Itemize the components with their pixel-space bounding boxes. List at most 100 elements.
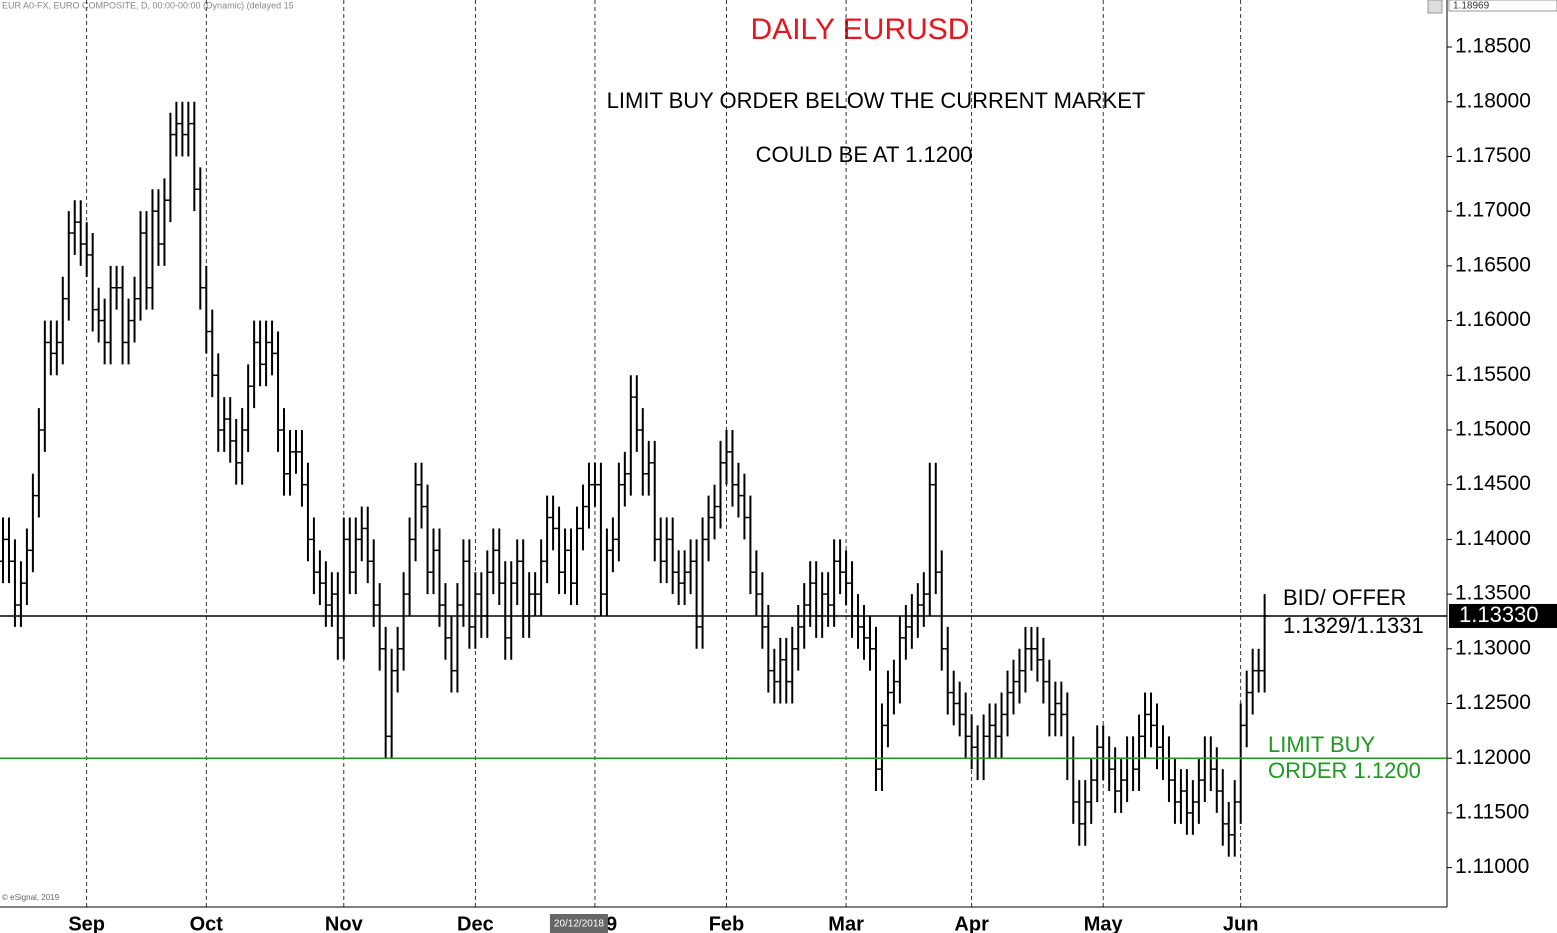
ohlc-bar [292,429,299,474]
x-tick-label: Dec [457,913,494,933]
ohlc-bar [227,397,234,463]
ohlc-bar [1016,648,1023,704]
ohlc-bar [1189,780,1196,835]
ohlc-bar [1148,692,1155,748]
ohlc-bar [956,681,963,737]
subtitle: LIMIT BUY ORDER BELOW THE CURRENT MARKET [607,88,1146,113]
ohlc-bar [1219,769,1226,846]
ohlc-bar [406,517,413,616]
ohlc-bar [651,440,658,562]
ohlc-bar [1255,648,1262,693]
window-button[interactable] [1427,0,1443,14]
x-tick-label: Mar [828,913,864,933]
ohlc-bar [508,561,515,660]
ohlc-bar [1183,769,1190,835]
chart-title: DAILY EURUSD [751,13,970,46]
ohlc-bar [1088,758,1095,824]
ohlc-bar [466,539,473,649]
ohlc-bar [316,550,323,606]
ohlc-bar [1094,725,1101,802]
ohlc-bar [257,320,264,387]
ohlc-bar [968,714,975,770]
ohlc-bar [603,528,610,616]
ohlc-bar [1231,780,1238,857]
ohlc-bar [831,539,838,627]
ohlc-bar [472,572,479,649]
ohlc-bar [729,429,736,507]
ohlc-bar [83,222,90,277]
ohlc-bar [741,473,748,540]
ohlc-bar [388,648,395,759]
y-tick-label: 1.13000 [1455,636,1531,659]
ohlc-bar [789,626,796,704]
ohlc-bar [1237,703,1244,824]
y-tick-label: 1.12000 [1455,746,1531,769]
level-note: 1.1329/1.1331 [1283,613,1424,638]
ohlc-bar [11,539,18,627]
ohlc-bar [597,462,604,616]
ohlc-bar [251,320,258,409]
x-tick-label: Nov [325,913,364,933]
ohlc-bar [352,517,359,595]
ohlc-bar [113,265,120,310]
ohlc-bar [556,506,563,595]
ohlc-bar [1034,626,1041,682]
y-tick-label: 1.11500 [1455,800,1529,823]
ohlc-bar [920,572,927,627]
ohlc-bar [1004,670,1011,737]
ohlc-bar [490,528,497,595]
x-tick-label: May [1084,913,1124,933]
ohlc-bar [5,517,12,584]
ohlc-bar [442,583,449,660]
ohlc-bar [107,265,114,365]
y-tick-label: 1.14500 [1455,472,1531,495]
level-note: BID/ OFFER [1283,585,1406,610]
ohlc-bar [1058,681,1065,737]
ohlc-bar [998,692,1005,759]
ohlc-bar [1046,659,1053,737]
ohlc-bar [1249,648,1256,715]
ohlc-bar [783,637,790,704]
subtitle: COULD BE AT 1.1200 [756,142,973,167]
ohlc-bar [221,397,228,452]
y-tick-label: 1.18500 [1455,35,1531,58]
ohlc-bar [902,605,909,660]
ohlc-bar [669,517,676,595]
x-tick-label: Jun [1223,913,1259,933]
ohlc-bar [711,484,718,540]
ohlc-bar [400,572,407,671]
ohlc-bar [1118,758,1125,813]
ohlc-bar [418,462,425,529]
ohlc-bar [693,539,700,649]
ohlc-bar [633,375,640,452]
ohlc-bar [825,572,832,627]
ohlc-bar [125,298,132,365]
ohlc-bar [203,265,210,354]
x-tick-label: Sep [68,913,105,933]
ohlc-bar [568,528,575,606]
ohlc-bar [119,265,126,365]
ohlc-bar [872,626,879,792]
ohlc-bar [1022,626,1029,693]
price-label-box [1449,603,1557,628]
ohlc-bar [544,495,551,584]
x-tick-label: Oct [190,913,224,933]
ohlc-bar [747,495,754,595]
ohlc-bar [765,605,772,693]
x-tick-label: Apr [954,913,989,933]
ohlc-bar [1028,626,1035,671]
ohlc-bar [962,692,969,759]
ohlc-bar [627,375,634,496]
ohlc-bar [29,473,36,573]
ohlc-bar [77,200,84,266]
ohlc-bar [502,561,509,660]
ohlc-bar [59,276,66,365]
ohlc-bar [896,615,903,704]
y-tick-label: 1.17000 [1455,199,1531,222]
ohlc-bar [723,429,730,485]
ohlc-bar [35,408,42,518]
ohlc-bar [143,211,150,310]
ohlc-bar [1225,801,1232,857]
ohlc-bar [382,626,389,759]
